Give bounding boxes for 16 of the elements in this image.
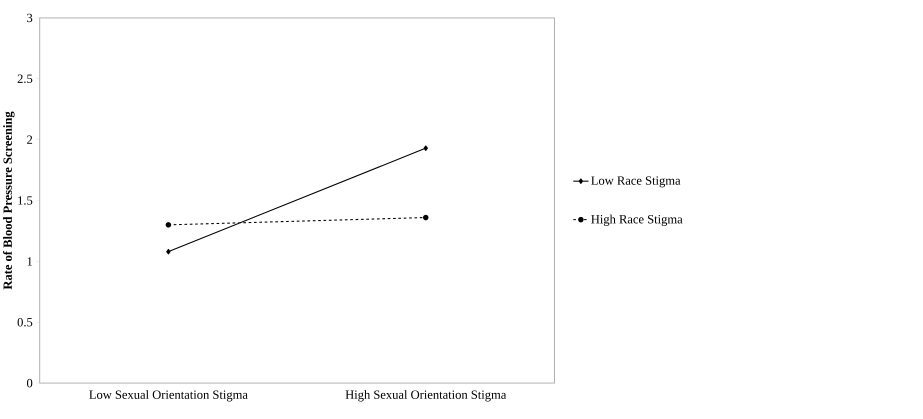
x-tick-label: High Sexual Orientation Stigma [346,390,506,402]
x-tick-label: Low Sexual Orientation Stigma [89,390,248,402]
y-tick-label: 1.5 [18,196,32,205]
y-axis-title: Rate of Blood Pressure Screening [2,112,15,290]
y-tick-label: 2 [27,136,32,144]
y-tick-label: 2.5 [18,74,32,84]
legend-label: Low Race Stigma [591,176,680,188]
legend-label: High Race Stigma [591,214,683,226]
y-tick-label: 3 [27,14,32,22]
point [166,222,172,228]
point [166,248,171,254]
y-tick-label: 0.5 [18,318,32,327]
y-tick-label: 0 [26,378,32,388]
point [422,214,429,220]
y-tick-label: 1 [28,257,32,266]
point [424,145,428,151]
